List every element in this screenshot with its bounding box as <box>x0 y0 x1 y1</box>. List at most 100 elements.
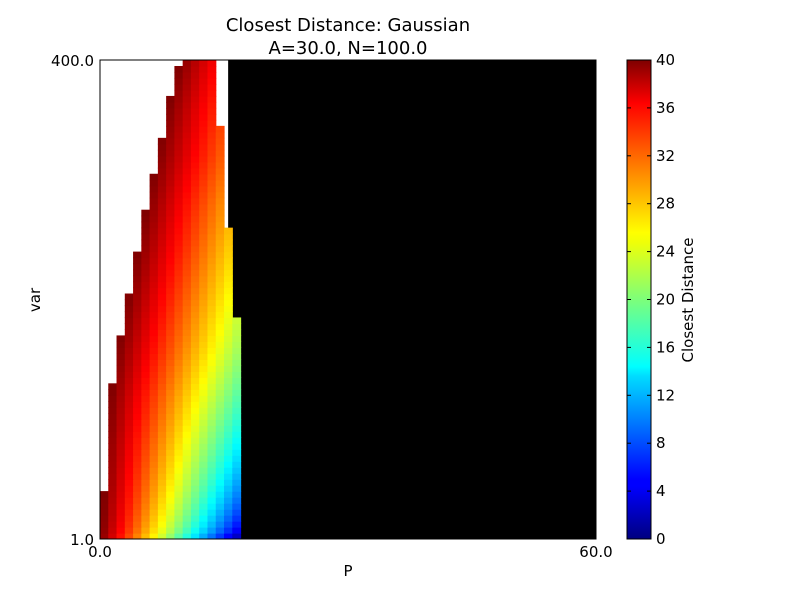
heatmap-cell <box>116 401 126 408</box>
heatmap-cell <box>124 359 134 366</box>
heatmap-cell <box>141 239 151 247</box>
heatmap-cell <box>190 521 200 528</box>
heatmap-cell <box>182 95 192 103</box>
heatmap-cell <box>215 389 225 396</box>
heatmap-cell <box>149 203 159 211</box>
colorbar-tick-label: 20 <box>656 291 675 309</box>
heatmap-cell <box>190 347 200 354</box>
heatmap-cell <box>182 413 192 420</box>
heatmap-cell <box>141 263 151 271</box>
heatmap-cell <box>166 401 175 408</box>
heatmap-cell <box>182 305 192 313</box>
heatmap-cell <box>207 329 217 337</box>
heatmap-cell <box>182 311 192 319</box>
heatmap-cell <box>108 461 118 468</box>
heatmap-cell <box>215 143 225 151</box>
heatmap-cell <box>182 533 192 539</box>
heatmap-cell <box>207 431 217 438</box>
heatmap-cell <box>174 491 184 498</box>
heatmap-cell <box>157 353 167 360</box>
heatmap-cell <box>149 281 159 289</box>
heatmap-cell <box>224 515 233 522</box>
heatmap-cell <box>224 509 233 516</box>
heatmap-cell <box>207 491 217 498</box>
heatmap-cell <box>157 443 167 450</box>
heatmap-cell <box>149 341 159 348</box>
heatmap-cell <box>224 485 233 492</box>
heatmap-cell <box>133 323 142 331</box>
colorbar: 0 4 8 12 16 20 24 28 32 36 40 Closest Distance <box>626 51 697 548</box>
heatmap-cell <box>166 353 175 360</box>
heatmap-cell <box>149 251 159 259</box>
heatmap-cell <box>174 113 184 121</box>
heatmap-cell <box>149 191 159 199</box>
heatmap-cell <box>190 65 200 73</box>
heatmap-cell <box>149 401 159 408</box>
heatmap-cell <box>190 191 200 199</box>
heatmap-cell <box>174 287 184 295</box>
heatmap-cell <box>166 485 175 492</box>
heatmap-cell <box>149 197 159 205</box>
heatmap-cell <box>190 89 200 97</box>
heatmap-cell <box>108 521 118 528</box>
heatmap-cell <box>166 161 175 169</box>
heatmap-cell <box>166 281 175 289</box>
heatmap-cell <box>116 341 126 348</box>
heatmap-cell <box>174 365 184 372</box>
heatmap-cell <box>116 389 126 396</box>
heatmap-cell <box>166 335 175 343</box>
heatmap-cell <box>215 311 225 319</box>
heatmap-cell <box>166 359 175 366</box>
heatmap-cell <box>157 371 167 378</box>
saturated-region <box>228 60 596 539</box>
heatmap-cell <box>133 365 142 372</box>
heatmap-cell <box>215 431 225 438</box>
heatmap-cell <box>174 101 184 109</box>
heatmap-cell <box>174 359 184 366</box>
heatmap-cell <box>149 245 159 253</box>
heatmap-cell <box>174 263 184 271</box>
heatmap-cell <box>215 125 225 133</box>
heatmap-cell <box>166 323 175 331</box>
heatmap-cell <box>190 413 200 420</box>
heatmap-cell <box>232 329 242 337</box>
heatmap-cell <box>182 251 192 259</box>
heatmap-cell <box>182 197 192 205</box>
heatmap-cell <box>199 263 209 271</box>
heatmap-cell <box>207 299 217 307</box>
heatmap-cell <box>190 365 200 372</box>
heatmap-cell <box>199 431 209 438</box>
heatmap-cell <box>149 395 159 402</box>
heatmap-cell <box>141 341 151 348</box>
heatmap-cell <box>207 227 217 235</box>
heatmap-cell <box>190 179 200 187</box>
heatmap-cell <box>182 233 192 241</box>
heatmap-cell <box>182 503 192 510</box>
heatmap-cell <box>232 419 242 426</box>
heatmap-cell <box>149 263 159 271</box>
heatmap-cell <box>141 317 151 325</box>
heatmap-cell <box>116 371 126 378</box>
heatmap-cell <box>190 77 200 85</box>
heatmap-cell <box>182 287 192 295</box>
heatmap-cell <box>232 323 242 331</box>
heatmap-cell <box>133 335 142 343</box>
heatmap-cell <box>199 437 209 444</box>
heatmap-cell <box>166 389 175 396</box>
heatmap-cell <box>133 533 142 539</box>
heatmap-cell <box>141 281 151 289</box>
heatmap-cell <box>166 317 175 325</box>
heatmap-cell <box>149 449 159 456</box>
heatmap-cell <box>157 221 167 229</box>
heatmap-cell <box>182 125 192 133</box>
heatmap-cell <box>174 533 184 539</box>
heatmap-cell <box>215 455 225 462</box>
heatmap-cell <box>149 215 159 223</box>
heatmap-cell <box>190 401 200 408</box>
heatmap-cell <box>190 509 200 516</box>
heatmap-cell <box>124 383 134 390</box>
heatmap-cell <box>199 65 209 73</box>
heatmap-cell <box>199 101 209 109</box>
heatmap-cell <box>124 479 134 486</box>
heatmap-cell <box>207 173 217 181</box>
